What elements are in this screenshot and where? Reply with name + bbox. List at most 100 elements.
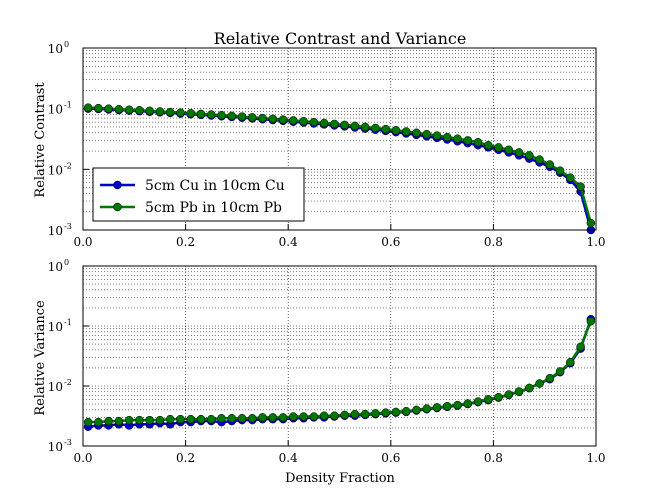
variance-point-1 <box>401 406 411 416</box>
contrast-y-axis-label: Relative Contrast <box>33 82 48 198</box>
contrast-point-1 <box>319 118 329 128</box>
contrast-point-1 <box>217 110 226 120</box>
variance-axes: 10-310-210-110 00.0 0.2 0.4 0.6 0.8 1.0 <box>48 258 606 465</box>
variance-point-1 <box>473 397 483 406</box>
contrast-point-1 <box>535 155 544 164</box>
contrast-y-tick-exponent: -1 <box>64 101 72 110</box>
contrast-point-1 <box>401 127 411 136</box>
variance-x-tick-label: 0.8 <box>484 451 503 465</box>
variance-point-1 <box>268 413 278 422</box>
variance-point-1 <box>227 414 237 423</box>
variance-point-1 <box>555 367 565 376</box>
contrast-point-1 <box>114 104 124 114</box>
variance-y-tick-exponent: 0 <box>64 258 69 267</box>
contrast-point-1 <box>289 116 298 125</box>
variance-point-1 <box>360 409 370 419</box>
variance-point-1 <box>299 412 308 421</box>
contrast-point-1 <box>83 103 93 112</box>
contrast-x-tick-label: 0.4 <box>279 235 298 249</box>
contrast-x-tick-label: 0.8 <box>484 235 503 249</box>
contrast-point-1 <box>412 128 421 138</box>
variance-point-1 <box>289 412 298 421</box>
contrast-y-tick-exponent: -2 <box>64 161 72 170</box>
variance-point-1 <box>525 383 534 393</box>
contrast-point-1 <box>422 129 431 139</box>
variance-point-1 <box>576 342 585 352</box>
variance-point-1 <box>432 403 442 412</box>
variance-point-1 <box>504 390 514 399</box>
variance-point-1 <box>165 414 175 424</box>
variance-y-tick-exponent: -3 <box>64 438 72 447</box>
variance-point-1 <box>566 357 575 367</box>
contrast-x-tick-label: 1.0 <box>586 235 605 249</box>
contrast-point-1 <box>360 122 370 132</box>
variance-point-1 <box>463 399 472 408</box>
variance-point-1 <box>381 408 390 417</box>
contrast-point-1 <box>135 106 144 115</box>
contrast-point-1 <box>463 136 472 145</box>
x-axis-label: Density Fraction <box>285 471 395 486</box>
variance-point-1 <box>422 404 431 413</box>
contrast-point-1 <box>299 117 308 126</box>
variance-point-1 <box>494 392 503 402</box>
contrast-y-tick-label: 10 <box>48 224 63 238</box>
contrast-x-tick-label: 0.2 <box>176 235 195 249</box>
contrast-point-1 <box>381 124 390 134</box>
contrast-point-1 <box>442 132 452 142</box>
contrast-x-tick-label: 0.6 <box>381 235 400 249</box>
contrast-point-1 <box>207 110 216 119</box>
contrast-point-1 <box>525 151 534 160</box>
contrast-point-1 <box>391 126 401 135</box>
variance-point-1 <box>340 410 349 420</box>
contrast-point-1 <box>186 109 195 118</box>
variance-point-1 <box>145 415 154 425</box>
variance-point-1 <box>586 316 596 326</box>
contrast-y-tick-exponent: 0 <box>64 40 69 49</box>
variance-point-1 <box>217 414 226 423</box>
variance-axes-frame <box>82 265 597 447</box>
variance-y-axis-label: Relative Variance <box>33 300 48 416</box>
contrast-y-tick-label: 10 <box>48 42 63 56</box>
variance-y-tick-label: 10 <box>48 380 63 394</box>
contrast-point-1 <box>340 120 349 130</box>
contrast-point-1 <box>330 119 339 129</box>
variance-x-tick-label: 0.2 <box>176 451 195 465</box>
contrast-point-1 <box>494 143 503 152</box>
variance-point-1 <box>514 387 524 396</box>
contrast-point-1 <box>484 140 493 150</box>
variance-y-tick-exponent: -2 <box>64 378 72 387</box>
variance-point-1 <box>535 379 544 388</box>
variance-point-1 <box>412 405 421 415</box>
variance-series-line-1 <box>88 320 593 424</box>
contrast-axes-frame <box>82 47 597 231</box>
contrast-point-1 <box>268 114 278 124</box>
legend-frame <box>92 167 305 222</box>
contrast-point-1 <box>145 106 154 116</box>
contrast-plot-area <box>83 103 596 235</box>
contrast-point-1 <box>576 182 585 191</box>
contrast-y-tick-exponent: -3 <box>64 222 72 231</box>
variance-point-1 <box>155 415 165 425</box>
contrast-point-1 <box>94 103 103 113</box>
variance-point-1 <box>391 407 401 417</box>
contrast-point-1 <box>473 137 483 147</box>
contrast-point-1 <box>124 105 134 114</box>
contrast-point-1 <box>504 145 514 155</box>
contrast-point-1 <box>432 131 442 140</box>
variance-x-tick-label: 1.0 <box>586 451 605 465</box>
variance-point-1 <box>484 395 493 404</box>
variance-point-1 <box>278 413 288 422</box>
legend-label-cu: 5cm Cu in 10cm Cu <box>145 178 285 194</box>
contrast-point-1 <box>248 113 257 122</box>
contrast-y-tick-label: 10 <box>48 163 63 177</box>
chart-title: Relative Contrast and Variance <box>214 29 467 48</box>
variance-y-tick-label: 10 <box>48 440 63 454</box>
variance-y-tick-exponent: -1 <box>64 318 72 327</box>
variance-point-1 <box>237 414 247 423</box>
contrast-point-1 <box>155 107 165 116</box>
variance-y-tick-label: 10 <box>48 320 63 334</box>
variance-point-1 <box>176 414 185 424</box>
variance-point-1 <box>248 414 257 423</box>
variance-point-1 <box>124 415 134 425</box>
